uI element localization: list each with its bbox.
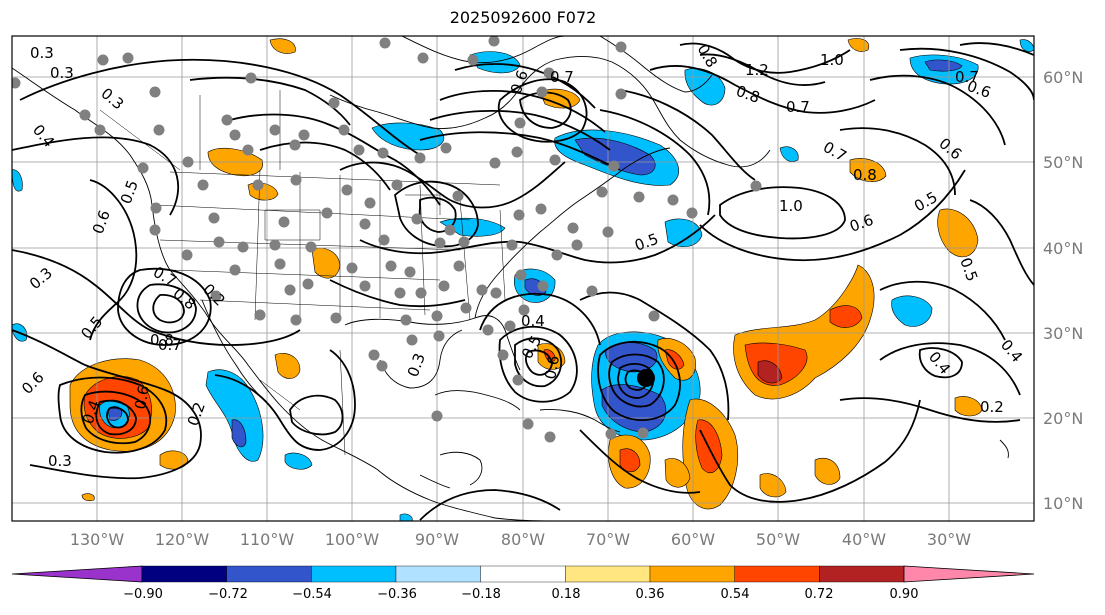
contour-label: 0.6 (847, 211, 876, 236)
contour-label: 0.6 (89, 208, 114, 237)
contour-label: 0.3 (48, 452, 72, 470)
lat-label: 60°N (1043, 68, 1083, 87)
contour-label: 1.2 (745, 61, 769, 79)
station-dots (12, 36, 762, 443)
map-title: 2025092600 F072 (449, 8, 597, 27)
contour-label: 0.3 (50, 64, 74, 82)
colorbar-segment (819, 565, 905, 583)
contour-label: 0.5 (956, 255, 981, 284)
contour-label: 0.3 (26, 264, 56, 293)
contour-label: 0.3 (404, 351, 429, 380)
lon-label: 70°W (586, 530, 630, 549)
lon-label: 120°W (155, 530, 210, 549)
contour-label: 0.7 (786, 98, 810, 116)
contour-label: 0.8 (694, 41, 722, 71)
colorbar-tick-label: −0.72 (208, 587, 248, 602)
lat-label: 30°N (1043, 324, 1083, 343)
colorbar-extend-high (903, 565, 1035, 583)
contour-labels: 0.3 0.3 0.3 0.4 0.6 0.5 0.7 0.8 0.2 0.3 … (18, 41, 1026, 470)
colorbar-segments (11, 565, 1035, 583)
contour-label: 0.7 (158, 336, 182, 354)
contour-label: 0.3 (97, 84, 127, 113)
longitude-labels: 130°W 120°W 110°W 100°W 90°W 80°W 70°W 6… (70, 530, 971, 549)
colorbar-tick-label: −0.54 (292, 587, 332, 602)
storm-center-marker (637, 369, 655, 387)
colorbar-tick-label: −0.36 (377, 587, 417, 602)
colorbar-tick-label: −0.18 (461, 587, 501, 602)
colorbar-segment (480, 565, 566, 583)
colorbar-tick-label: 0.18 (552, 587, 581, 602)
lon-label: 130°W (70, 530, 125, 549)
contour-label: 0.8 (734, 82, 763, 107)
contour-label: 0.4 (521, 312, 545, 330)
contour-label: 0.6 (935, 134, 965, 163)
contour-label: 0.5 (117, 178, 142, 207)
contour-label: 0.3 (30, 44, 54, 62)
lat-label: 20°N (1043, 409, 1083, 428)
contour-label: 0.6 (18, 368, 48, 398)
contour-label: 0.2 (980, 398, 1004, 416)
colorbar-segment (734, 565, 820, 583)
contour-label: 0.7 (820, 138, 850, 166)
colorbar-tick-label: −0.90 (123, 587, 163, 602)
contour-label: 0.4 (997, 336, 1026, 366)
lon-label: 110°W (240, 530, 295, 549)
lon-label: 80°W (501, 530, 545, 549)
colorbar-tick-label: 0.54 (721, 587, 750, 602)
colorbar-tick-label: 0.36 (636, 587, 665, 602)
map-frame (11, 35, 1035, 522)
contour-label: 0.5 (632, 230, 661, 255)
contour-label: 0.7 (550, 68, 574, 86)
latitude-labels: 60°N 50°N 40°N 30°N 20°N 10°N (1043, 68, 1083, 513)
contour-label: 1.0 (820, 51, 844, 69)
colorbar: −0.90 −0.72 −0.54 −0.36 −0.18 0.18 0.36 … (11, 565, 1035, 602)
colorbar-extend-low (11, 565, 143, 583)
colorbar-segment (395, 565, 481, 583)
colorbar-segment (311, 565, 397, 583)
colorbar-segment (649, 565, 735, 583)
colorbar-tick-label: 0.72 (805, 587, 834, 602)
lon-label: 90°W (415, 530, 459, 549)
contour-label: 0.6 (131, 384, 153, 411)
contour-label: 0.2 (199, 280, 229, 310)
contour-label: 0.8 (853, 166, 877, 184)
lon-label: 60°W (671, 530, 715, 549)
contour-lines (12, 42, 1034, 521)
contour-label: 0.7 (955, 68, 979, 86)
colorbar-segment (226, 565, 312, 583)
contour-label: 0.8 (150, 331, 174, 349)
colorbar-ticks: −0.90 −0.72 −0.54 −0.36 −0.18 0.18 0.36 … (123, 587, 918, 602)
lon-label: 30°W (927, 530, 971, 549)
colorbar-segment (141, 565, 227, 583)
graticule (12, 36, 1034, 521)
contour-label: 0.5 (911, 188, 941, 216)
lon-label: 40°W (842, 530, 886, 549)
colorbar-tick-label: 0.90 (890, 587, 919, 602)
contour-label: 0.6 (541, 354, 563, 381)
contour-label: 1.0 (779, 197, 803, 215)
contour-label: 0.6 (965, 77, 994, 102)
lat-label: 50°N (1043, 153, 1083, 172)
lon-label: 50°W (756, 530, 800, 549)
coastlines (12, 36, 1009, 521)
lat-label: 10°N (1043, 494, 1083, 513)
lat-label: 40°N (1043, 239, 1083, 258)
contour-label: 0.8 (169, 284, 199, 313)
colorbar-segment (565, 565, 651, 583)
lon-label: 100°W (325, 530, 380, 549)
